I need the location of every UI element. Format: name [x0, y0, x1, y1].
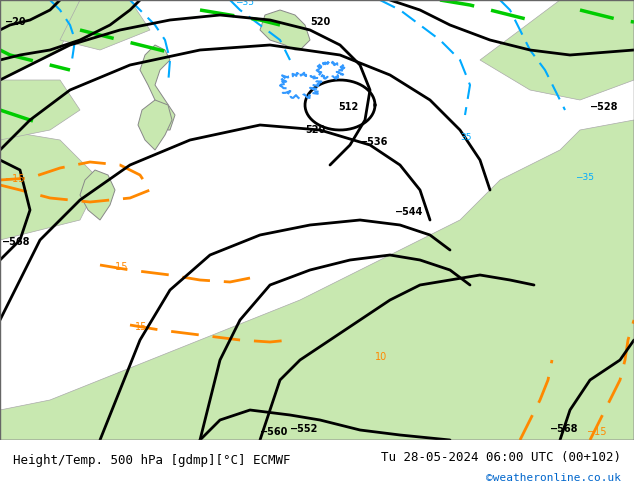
Polygon shape	[0, 120, 634, 440]
Text: 512: 512	[338, 102, 358, 112]
Polygon shape	[0, 80, 80, 140]
Text: −552: −552	[290, 424, 318, 434]
Polygon shape	[0, 130, 100, 240]
Text: −15: −15	[587, 427, 607, 437]
Text: −15: −15	[108, 262, 129, 272]
Text: −15: −15	[5, 174, 25, 184]
Text: 35: 35	[460, 133, 472, 142]
Text: −528: −528	[590, 102, 619, 112]
Bar	[0, 0, 634, 440]
Text: Height/Temp. 500 hPa [gdmp][°C] ECMWF: Height/Temp. 500 hPa [gdmp][°C] ECMWF	[13, 454, 290, 466]
Text: −35: −35	[575, 173, 594, 182]
Polygon shape	[138, 100, 172, 150]
Polygon shape	[140, 45, 175, 130]
Polygon shape	[260, 10, 310, 50]
Text: Tu 28-05-2024 06:00 UTC (00+102): Tu 28-05-2024 06:00 UTC (00+102)	[381, 451, 621, 464]
Text: 520: 520	[310, 17, 330, 27]
Text: −568: −568	[550, 424, 578, 434]
Polygon shape	[80, 170, 115, 220]
Text: 10: 10	[375, 352, 387, 362]
Text: −544: −544	[395, 207, 424, 217]
Text: 15: 15	[135, 322, 147, 332]
Text: 520: 520	[305, 125, 325, 135]
Text: −536: −536	[360, 137, 389, 147]
Polygon shape	[480, 0, 634, 100]
Text: −560: −560	[260, 427, 288, 437]
Text: −20: −20	[5, 17, 27, 27]
Text: ©weatheronline.co.uk: ©weatheronline.co.uk	[486, 472, 621, 483]
Text: −568: −568	[2, 237, 30, 247]
Text: −35: −35	[235, 0, 254, 7]
Polygon shape	[0, 0, 80, 80]
Polygon shape	[60, 0, 150, 50]
